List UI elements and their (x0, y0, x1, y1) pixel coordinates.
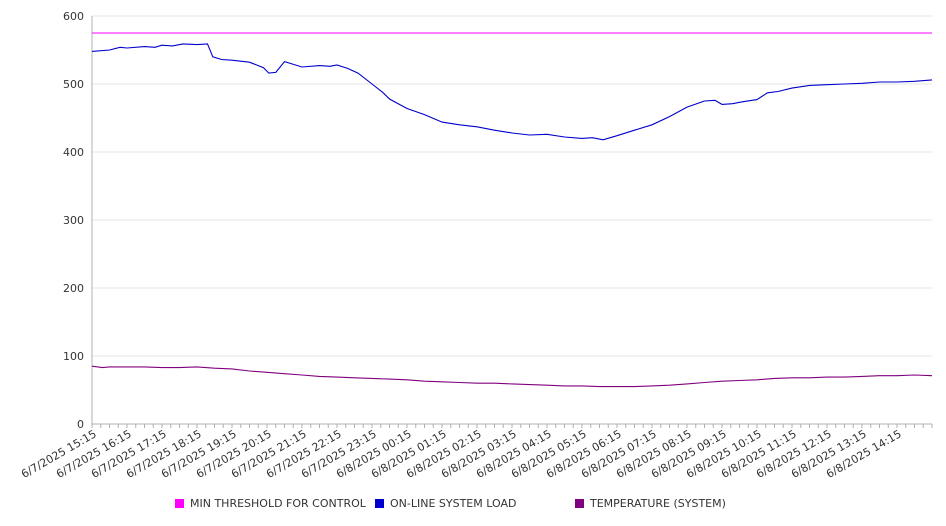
legend-label-min-threshold: MIN THRESHOLD FOR CONTROL (190, 497, 366, 510)
legend-swatch-min-threshold (175, 499, 184, 508)
axes (91, 16, 933, 428)
grid-lines (92, 15, 932, 357)
y-tick-label-6: 600 (63, 10, 84, 23)
y-tick-labels: 0 100 200 300 400 500 600 (63, 10, 84, 431)
series-line-2 (91, 365, 933, 388)
y-tick-label-3: 300 (63, 214, 84, 227)
legend-swatch-temperature (575, 499, 584, 508)
y-tick-label-0: 0 (77, 418, 84, 431)
x-tick-labels: 6/7/2025 15:156/7/2025 16:156/7/2025 17:… (19, 427, 904, 481)
legend-label-online-load: ON-LINE SYSTEM LOAD (390, 497, 517, 510)
legend-item-temperature[interactable]: TEMPERATURE (SYSTEM) (575, 497, 726, 510)
y-tick-label-1: 100 (63, 350, 84, 363)
legend-item-online-load[interactable]: ON-LINE SYSTEM LOAD (375, 497, 516, 510)
y-tick-label-2: 200 (63, 282, 84, 295)
legend-label-temperature: TEMPERATURE (SYSTEM) (590, 497, 726, 510)
legend-swatch-online-load (375, 499, 384, 508)
y-tick-label-5: 500 (63, 78, 84, 91)
series-line-1 (91, 43, 933, 141)
series-lines (91, 32, 933, 388)
legend: MIN THRESHOLD FOR CONTROL ON-LINE SYSTEM… (0, 497, 946, 515)
y-tick-label-4: 400 (63, 146, 84, 159)
legend-item-min-threshold[interactable]: MIN THRESHOLD FOR CONTROL (175, 497, 366, 510)
